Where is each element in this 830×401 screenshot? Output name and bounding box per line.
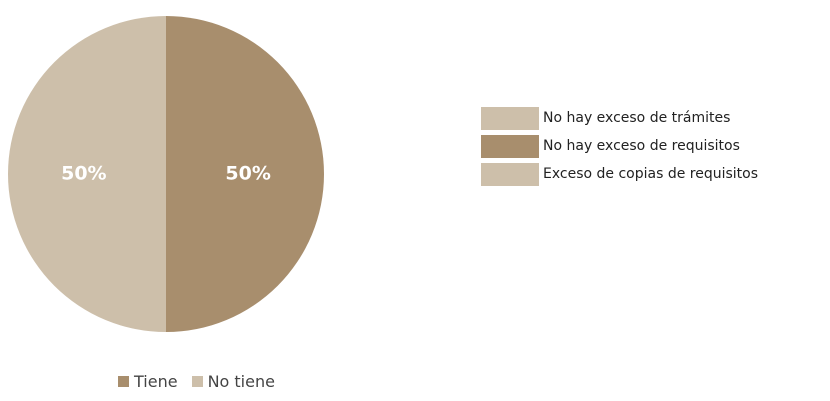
pie-data-label: 50%: [61, 163, 106, 185]
chart-legend: Tiene No tiene: [118, 372, 289, 391]
pie-slice-tiene: [166, 16, 324, 332]
secondary-legend-item: No hay exceso de trámites: [481, 104, 758, 132]
pie-chart: 50% 50%: [8, 16, 324, 332]
secondary-legend-swatch: [481, 134, 539, 158]
pie-slice-no-tiene: [8, 16, 166, 332]
secondary-legend-label: Exceso de copias de requisitos: [543, 166, 759, 182]
legend-label: Tiene: [134, 372, 178, 391]
secondary-legend-item: Exceso de copias de requisitos: [481, 160, 758, 188]
secondary-legend-label: No hay exceso de requisitos: [543, 138, 740, 154]
legend-entry-tiene: Tiene: [118, 372, 178, 391]
secondary-legend-swatch: [481, 162, 539, 186]
legend-label: No tiene: [207, 372, 275, 391]
legend-entry-no-tiene: No tiene: [191, 372, 275, 391]
pie-data-label: 50%: [225, 163, 270, 185]
legend-swatch: [191, 376, 203, 387]
secondary-legend: No hay exceso de trámites No hay exceso …: [481, 104, 758, 188]
secondary-legend-swatch: [481, 106, 539, 130]
secondary-legend-item: No hay exceso de requisitos: [481, 132, 758, 160]
secondary-legend-label: No hay exceso de trámites: [543, 110, 731, 126]
legend-swatch: [118, 376, 129, 387]
